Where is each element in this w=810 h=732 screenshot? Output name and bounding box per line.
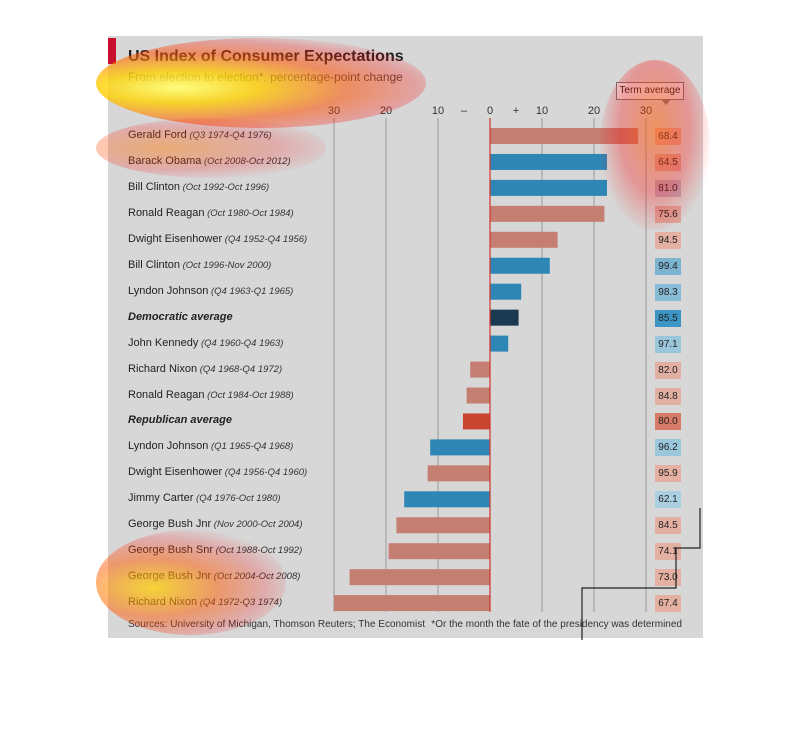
term-average-value: 82.0 bbox=[655, 361, 681, 379]
term-period: (Oct 1992-Oct 1996) bbox=[179, 181, 270, 193]
president-name: Dwight Eisenhower bbox=[128, 466, 223, 479]
president-name: Lyndon Johnson bbox=[128, 284, 209, 297]
bar bbox=[490, 153, 607, 170]
row-label: Democratic average bbox=[128, 311, 233, 323]
bar bbox=[490, 205, 605, 222]
president-name: Gerald Ford bbox=[128, 129, 187, 141]
term-average-value: 97.1 bbox=[655, 335, 681, 353]
term-period: (Oct 1980-Oct 1984) bbox=[204, 207, 294, 219]
bar bbox=[388, 543, 490, 560]
x-tick-label: 10 bbox=[431, 105, 445, 117]
term-period: (Q4 1963-Q1 1965) bbox=[208, 285, 294, 297]
row-label: Ronald Reagan (Oct 1984-Oct 1988) bbox=[128, 389, 294, 401]
term-average-value: 74.1 bbox=[655, 543, 681, 561]
bar bbox=[404, 491, 490, 508]
bar bbox=[349, 569, 490, 586]
bar bbox=[490, 309, 519, 326]
term-period: (Q4 1976-Oct 1980) bbox=[193, 493, 281, 505]
row-label: Dwight Eisenhower (Q4 1952-Q4 1956) bbox=[128, 233, 307, 245]
term-period: (Q4 1956-Q4 1960) bbox=[222, 467, 308, 479]
bar bbox=[466, 387, 490, 404]
president-name: Bill Clinton bbox=[128, 258, 180, 271]
president-name: Barack Obama bbox=[128, 154, 202, 167]
term-period: (Q4 1960-Q4 1963) bbox=[198, 337, 284, 349]
row-label: Jimmy Carter (Q4 1976-Oct 1980) bbox=[128, 492, 281, 504]
bar bbox=[490, 231, 558, 248]
president-name: George Bush Jnr bbox=[128, 518, 212, 531]
row-label: Republican average bbox=[128, 414, 232, 426]
president-name: Lyndon Johnson bbox=[128, 440, 209, 453]
term-average-value: 98.3 bbox=[655, 283, 681, 301]
term-period: (Oct 1984-Oct 1988) bbox=[204, 389, 294, 401]
term-period: (Q4 1952-Q4 1956) bbox=[222, 233, 308, 245]
footnote: *Or the month the fate of the presidency… bbox=[431, 619, 682, 630]
x-tick-label: 0 bbox=[486, 105, 494, 117]
row-label: Gerald Ford (Q3 1974-Q4 1976) bbox=[128, 129, 272, 141]
row-label: Bill Clinton (Oct 1996-Nov 2000) bbox=[128, 259, 271, 271]
x-tick-label: 10 bbox=[535, 105, 549, 117]
term-average-value: 85.5 bbox=[655, 309, 681, 327]
term-average-value: 95.9 bbox=[655, 465, 681, 483]
term-average-value: 62.1 bbox=[655, 491, 681, 509]
president-name: Bill Clinton bbox=[128, 180, 180, 193]
president-name: Republican average bbox=[128, 414, 232, 427]
term-period: (Q1 1965-Q4 1968) bbox=[208, 441, 294, 453]
bar bbox=[490, 179, 607, 196]
term-period: (Nov 2000-Oct 2004) bbox=[211, 519, 303, 531]
row-label: Dwight Eisenhower (Q4 1956-Q4 1960) bbox=[128, 466, 307, 478]
president-name: Dwight Eisenhower bbox=[128, 232, 223, 245]
row-label: Ronald Reagan (Oct 1980-Oct 1984) bbox=[128, 207, 294, 219]
bar bbox=[462, 413, 490, 430]
term-period: (Oct 1996-Nov 2000) bbox=[179, 259, 272, 271]
bar bbox=[490, 283, 522, 300]
x-tick-label: 20 bbox=[587, 105, 601, 117]
term-average-value: 73.0 bbox=[655, 569, 681, 587]
term-average-value: 94.5 bbox=[655, 231, 681, 249]
president-name: Ronald Reagan bbox=[128, 206, 205, 219]
bar bbox=[430, 439, 490, 456]
row-label: Lyndon Johnson (Q4 1963-Q1 1965) bbox=[128, 285, 293, 297]
bar bbox=[396, 517, 490, 534]
row-label: Bill Clinton (Oct 1992-Oct 1996) bbox=[128, 181, 269, 193]
row-label: Lyndon Johnson (Q1 1965-Q4 1968) bbox=[128, 440, 293, 452]
term-period: (Oct 2008-Oct 2012) bbox=[201, 155, 291, 167]
term-period: (Q4 1968-Q4 1972) bbox=[197, 363, 283, 375]
bar bbox=[490, 257, 550, 274]
row-label: George Bush Jnr (Nov 2000-Oct 2004) bbox=[128, 518, 303, 530]
president-name: Richard Nixon bbox=[128, 362, 198, 375]
president-name: Ronald Reagan bbox=[128, 388, 205, 401]
term-average-value: 84.8 bbox=[655, 387, 681, 405]
bar bbox=[427, 465, 490, 482]
president-name: John Kennedy bbox=[128, 336, 199, 349]
row-label: John Kennedy (Q4 1960-Q4 1963) bbox=[128, 337, 283, 349]
term-average-value: 67.4 bbox=[655, 595, 681, 613]
x-tick-label: – bbox=[460, 105, 468, 117]
row-label: Richard Nixon (Q4 1968-Q4 1972) bbox=[128, 363, 282, 375]
term-period: (Q3 1974-Q4 1976) bbox=[186, 130, 272, 141]
term-average-value: 96.2 bbox=[655, 439, 681, 457]
term-average-value: 84.5 bbox=[655, 517, 681, 535]
term-average-value: 99.4 bbox=[655, 257, 681, 275]
bar bbox=[334, 595, 490, 612]
term-average-value: 80.0 bbox=[655, 413, 681, 431]
bar bbox=[490, 335, 509, 352]
bar bbox=[470, 361, 490, 378]
president-name: Jimmy Carter bbox=[128, 492, 194, 505]
row-label: Barack Obama (Oct 2008-Oct 2012) bbox=[128, 155, 291, 167]
x-tick-label: + bbox=[512, 105, 520, 117]
president-name: Democratic average bbox=[128, 310, 233, 323]
